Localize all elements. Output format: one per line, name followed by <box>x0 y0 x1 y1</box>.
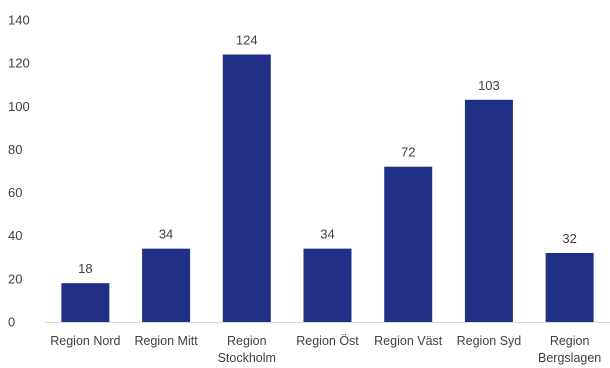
y-tick-label: 80 <box>8 142 22 157</box>
category-labels: Region Nord Region Mitt Region Stockholm Reg… <box>50 334 601 365</box>
bar <box>222 54 271 323</box>
data-label: 32 <box>562 231 576 246</box>
category-label: Region Väst <box>374 334 443 348</box>
data-label: 103 <box>478 78 500 93</box>
bar <box>61 283 110 322</box>
y-tick-label: 120 <box>8 56 30 71</box>
data-label: 18 <box>78 261 92 276</box>
data-label: 34 <box>159 227 173 242</box>
y-tick-label: 140 <box>8 13 30 28</box>
y-tick-label: 40 <box>8 228 22 243</box>
category-label: Region Mitt <box>134 334 198 348</box>
category-label: Region Syd <box>457 334 522 348</box>
bar <box>142 248 191 322</box>
bar <box>303 248 352 322</box>
data-label: 124 <box>236 33 258 48</box>
data-labels: 18 34 124 34 72 103 32 <box>78 33 577 277</box>
category-label: Region Bergslagen <box>538 334 601 365</box>
data-label: 34 <box>320 227 334 242</box>
category-label: Region Stockholm <box>218 334 276 365</box>
bar <box>545 252 594 322</box>
y-axis-ticks: 0 20 40 60 80 100 120 140 <box>8 13 30 330</box>
data-label: 72 <box>401 145 415 160</box>
y-tick-label: 60 <box>8 185 22 200</box>
y-tick-label: 100 <box>8 99 30 114</box>
category-label: Region Nord <box>50 334 120 348</box>
category-label: Region Öst <box>296 334 359 348</box>
y-tick-label: 0 <box>8 315 15 330</box>
bars <box>61 54 594 323</box>
bar <box>464 99 513 322</box>
bar <box>384 166 433 322</box>
y-tick-label: 20 <box>8 271 22 286</box>
